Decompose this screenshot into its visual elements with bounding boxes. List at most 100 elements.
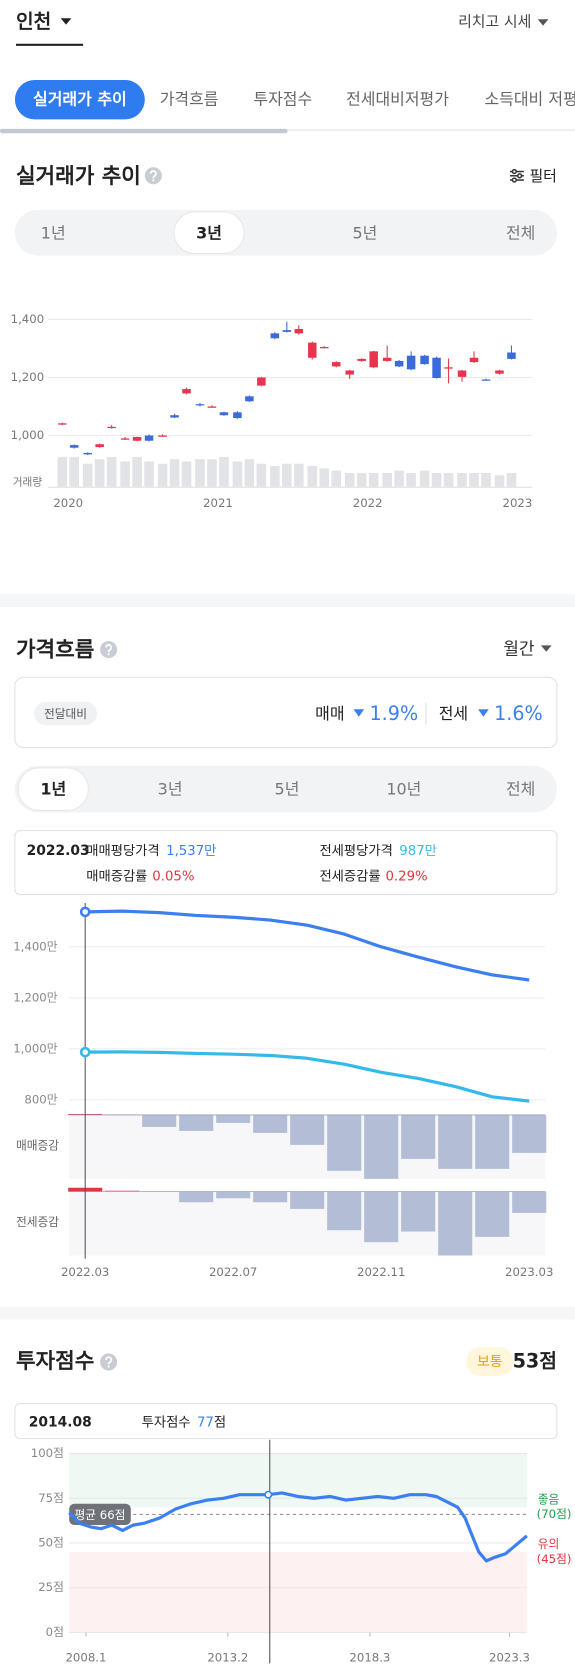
tooltip-value: 0.05% [152,869,194,884]
period-option[interactable]: 1년 [40,780,66,799]
help-icon[interactable] [100,641,118,659]
change-bar [105,1190,140,1192]
volume-bar [207,459,217,487]
section-title: 투자점수 [16,1349,94,1374]
period-option[interactable]: 1년 [41,223,66,242]
tab[interactable]: 투자점수 [253,90,312,109]
down-arrow [353,709,365,717]
change-bar [327,1191,362,1231]
period-track [14,765,557,813]
volume-bar [195,459,205,487]
volume-bar [481,472,491,487]
band-sub: (45점) [537,1552,572,1566]
region-caret[interactable] [60,18,72,25]
candle-body [308,342,317,358]
volume-bar [69,456,79,487]
candle-body [507,352,516,359]
section-divider [0,1306,575,1320]
y-tick-label: 1,200만 [13,990,58,1004]
period-option[interactable]: 5년 [275,780,300,799]
volume-bar [157,463,168,487]
period-option[interactable]: 3년 [158,780,183,799]
tab[interactable]: 전세대비저평가 [346,90,449,109]
change-bar [179,1191,214,1203]
volume-label: 거래량 [13,475,43,488]
x-tick-label: 2023.03 [505,1265,553,1279]
tooltip-date: 2014.08 [29,1415,92,1431]
interval-caret[interactable] [540,645,552,652]
x-tick-label: 2022.03 [61,1265,109,1279]
period-option[interactable]: 전체 [506,223,535,242]
candle-body [481,379,491,381]
period-option[interactable]: 5년 [352,223,377,242]
change-bar [253,1114,288,1133]
period-option[interactable]: 3년 [196,223,222,242]
compare-jeonse-label: 전세 [439,704,468,723]
y-tick-label: 50점 [38,1536,64,1550]
interval[interactable]: 월간 [503,640,535,660]
cursor-marker [264,1490,273,1499]
volume-bar [181,461,192,487]
candle-body [182,389,191,394]
period-track [14,209,557,256]
change-bar [253,1191,288,1203]
tab-track [0,128,575,132]
help-icon[interactable] [144,167,162,185]
volume-bar [82,463,93,487]
tab[interactable]: 실거래가 추이 [33,90,127,109]
help-icon[interactable] [100,1353,118,1371]
change-bar [290,1114,325,1145]
y-tick-label: 1,000만 [13,1041,58,1055]
average-label: 평균 66점 [75,1508,126,1522]
change-bar [512,1191,547,1213]
volume-bar [419,470,430,487]
candle-body [294,329,304,334]
compare-sale: 1.9% [369,702,418,725]
candle-body [270,333,280,339]
band-sub: (70점) [537,1507,572,1521]
candle-body [144,435,154,441]
volume-bar [169,459,180,487]
change-bar [364,1114,399,1179]
volume-bar [232,461,243,487]
change-bar [327,1114,362,1171]
candle-body [320,346,329,349]
period-option[interactable]: 10년 [386,780,421,799]
volume-bar [94,459,105,487]
volume-bar [270,466,280,487]
volume-bar [356,472,367,487]
compare-card [14,676,558,749]
score-band [69,1453,528,1508]
y-tick-label: 0점 [46,1625,64,1639]
candle-body [495,370,504,374]
period-option[interactable]: 전체 [506,780,535,799]
period-active [173,211,245,255]
change-bar [475,1114,510,1169]
price-line [85,1050,530,1103]
candle-body [69,445,79,448]
candle-body [207,406,217,408]
region[interactable]: 인천 [16,10,51,33]
tab[interactable]: 소득대비 저평가 [484,90,575,109]
filter[interactable]: 필터 [529,167,556,185]
bar-panel-label: 전세증감 [16,1215,59,1229]
source-caret[interactable] [537,19,549,26]
candle-body [282,330,292,332]
filter-icon[interactable] [510,168,524,183]
volume-bar [431,472,442,487]
cursor-marker [79,906,91,918]
change-bar [179,1114,214,1131]
band-label: 좋음 [538,1492,560,1506]
score-band [69,1551,528,1633]
source[interactable]: 리치고 시세 [458,12,531,30]
y-tick-label: 800만 [24,1092,57,1106]
candle-body [195,404,205,406]
volume-bar [494,475,505,487]
change-bar [401,1114,436,1159]
tab[interactable]: 가격흐름 [160,90,219,109]
change-bar [290,1191,325,1209]
tooltip-value: 77 [197,1416,214,1431]
section-divider [0,594,575,608]
